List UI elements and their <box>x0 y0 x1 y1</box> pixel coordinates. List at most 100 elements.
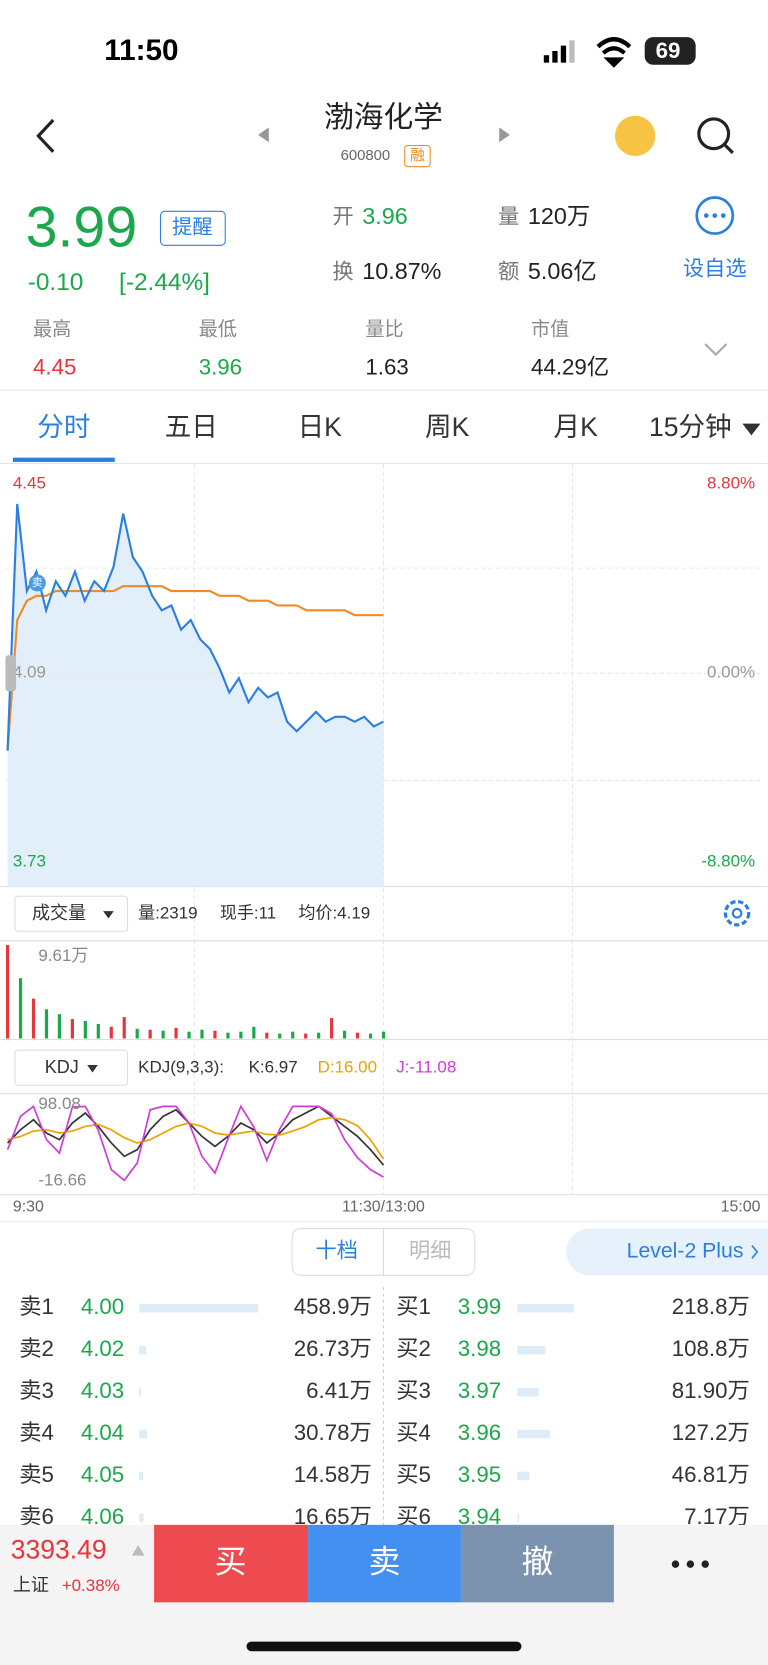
stat-value: 5.06亿 <box>528 258 597 284</box>
volume-bar <box>200 1029 204 1039</box>
level-label: 买2 <box>396 1336 431 1361</box>
volume-bar <box>187 1031 191 1039</box>
volume-bar <box>109 1026 113 1039</box>
alert-text[interactable]: 提醒 <box>172 216 212 239</box>
search-button[interactable] <box>697 117 731 151</box>
volume-stat: 量:2319 <box>138 904 197 923</box>
buy-button[interactable] <box>154 1524 309 1603</box>
depth-bar <box>139 1387 141 1397</box>
volume-stat: 均价:4.19 <box>299 904 371 923</box>
indicator-select[interactable] <box>14 895 129 932</box>
mascot-icon[interactable] <box>614 115 656 157</box>
stat-label: 额 <box>498 260 519 284</box>
volume-bar <box>226 1032 230 1039</box>
volume-bar <box>174 1027 178 1039</box>
legend-entry: K:6.97 <box>249 1058 298 1077</box>
depth-bar <box>517 1471 530 1481</box>
level2-text[interactable]: Level-2 Plus <box>627 1240 744 1263</box>
tab[interactable]: 分时 <box>37 412 90 442</box>
volume-bar <box>317 1032 321 1039</box>
volume-bar <box>161 1030 165 1039</box>
next-stock[interactable] <box>499 127 510 143</box>
tab[interactable]: 15分钟 <box>649 412 732 442</box>
more-menu[interactable] <box>671 1560 709 1568</box>
level-price: 4.03 <box>81 1378 124 1403</box>
divider <box>0 389 768 391</box>
button-label[interactable]: 卖 <box>369 1544 401 1580</box>
volume-bar <box>342 1030 347 1039</box>
battery-level: 69 <box>656 38 681 63</box>
prev-stock[interactable] <box>258 127 269 143</box>
level-amount: 108.8万 <box>672 1336 750 1361</box>
y-tick-label: -16.66 <box>38 1170 86 1189</box>
last-price: 3.99 <box>26 196 138 260</box>
book-tab[interactable]: 十档 <box>316 1239 358 1263</box>
time-label: 11:30/13:00 <box>342 1199 425 1216</box>
level-label: 卖2 <box>19 1336 54 1361</box>
back-button[interactable] <box>36 118 55 153</box>
stat-label: 换 <box>332 260 353 284</box>
level-amount: 81.90万 <box>672 1378 750 1403</box>
settings-button[interactable] <box>723 899 751 927</box>
expand-index[interactable] <box>131 1545 145 1556</box>
volume-bar <box>83 1020 87 1039</box>
level-amount: 16.65万 <box>294 1504 372 1529</box>
price-area <box>7 503 384 887</box>
level2-banner[interactable] <box>566 1228 768 1276</box>
depth-bar <box>139 1303 259 1313</box>
level-amount: 218.8万 <box>672 1294 750 1319</box>
tab[interactable]: 日K <box>298 412 343 442</box>
divider <box>0 1221 768 1223</box>
level-amount: 26.73万 <box>294 1336 372 1361</box>
alert-button[interactable] <box>159 210 226 246</box>
level-price: 4.02 <box>81 1336 124 1361</box>
settings-core <box>731 907 743 919</box>
volume-bar <box>278 1033 282 1039</box>
add-watchlist[interactable]: 设自选 <box>683 256 747 280</box>
row2-label: 量比 <box>365 318 403 340</box>
stat-value: 3.96 <box>362 203 407 229</box>
margin-badge <box>404 144 431 168</box>
legend-entry: J:-11.08 <box>396 1058 456 1077</box>
dropdown-arrow <box>103 911 114 919</box>
stat-label: 量 <box>498 205 519 228</box>
level-price: 3.98 <box>458 1336 501 1361</box>
volume-bar <box>381 1031 386 1039</box>
y-tick-label: 98.08 <box>38 1094 80 1113</box>
level-amount: 6.41万 <box>306 1378 372 1403</box>
indicator-name[interactable]: 成交量 <box>32 903 86 923</box>
tab[interactable]: 周K <box>425 412 470 442</box>
cancel-button[interactable] <box>460 1524 614 1603</box>
button-label[interactable]: 买 <box>215 1544 247 1580</box>
dropdown-arrow[interactable] <box>742 423 761 436</box>
time-label: 9:30 <box>13 1199 44 1216</box>
level-price: 3.97 <box>458 1378 501 1403</box>
search-handle <box>723 143 734 155</box>
home-indicator <box>246 1641 522 1652</box>
price-line <box>6 503 384 751</box>
level-price: 4.00 <box>81 1294 124 1319</box>
tab[interactable]: 月K <box>554 412 599 442</box>
drag-handle[interactable] <box>5 655 17 692</box>
level-price: 4.06 <box>81 1504 124 1529</box>
more-button[interactable] <box>695 196 735 235</box>
y-tick-label: 4.09 <box>13 663 46 682</box>
volume-bar <box>213 1030 217 1039</box>
sell-button[interactable] <box>308 1524 461 1603</box>
indicator-name[interactable]: KDJ <box>45 1057 79 1077</box>
index-change: +0.38% <box>62 1576 120 1595</box>
row2-label: 最低 <box>199 318 237 340</box>
trade-marker-label: 卖 <box>32 577 43 589</box>
level-amount: 14.58万 <box>294 1462 372 1487</box>
level-amount: 458.9万 <box>294 1294 372 1319</box>
volume-stat: 现手:11 <box>220 904 276 923</box>
button-label[interactable]: 撤 <box>522 1544 554 1580</box>
change: -0.10 <box>28 269 84 296</box>
level-label: 买5 <box>396 1462 431 1487</box>
indicator-select[interactable] <box>14 1049 129 1086</box>
book-tab[interactable]: 明细 <box>409 1239 451 1263</box>
expand-button[interactable] <box>704 343 728 357</box>
index-name: 上证 <box>13 1575 49 1595</box>
tab[interactable]: 五日 <box>165 412 218 442</box>
